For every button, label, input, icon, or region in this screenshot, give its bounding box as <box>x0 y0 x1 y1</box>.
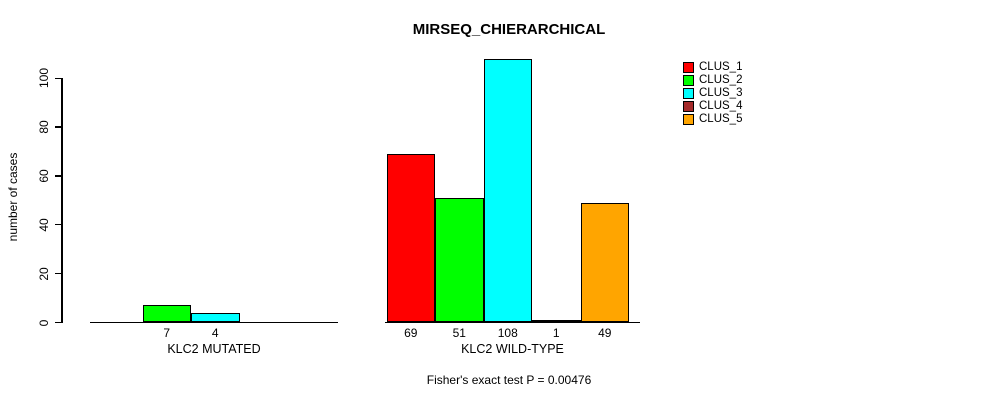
y-tick-label: 20 <box>37 266 51 281</box>
legend-item: CLUS_4 <box>683 100 743 112</box>
y-axis-label: number of cases <box>6 152 20 242</box>
bar-CLUS_3 <box>483 58 532 323</box>
group-baseline <box>90 322 338 324</box>
y-tick-label: 0 <box>37 319 51 326</box>
bar-value-label: 1 <box>552 326 560 340</box>
legend: CLUS_1 CLUS_2 CLUS_3 CLUS_4 CLUS_5 <box>683 61 743 127</box>
legend-label: CLUS_4 <box>699 100 743 112</box>
bar-CLUS_2 <box>435 197 484 323</box>
bar-CLUS_2 <box>142 305 191 323</box>
bar-value-label: 4 <box>211 326 219 340</box>
y-tick <box>55 273 62 275</box>
legend-item: CLUS_1 <box>683 61 743 73</box>
legend-swatch <box>683 114 694 125</box>
y-tick <box>55 77 62 79</box>
bar-value-label: 49 <box>598 326 612 340</box>
y-tick-label: 100 <box>37 68 51 89</box>
y-tick-label: 40 <box>37 218 51 232</box>
legend-swatch <box>683 62 694 73</box>
bar-CLUS_5 <box>580 202 629 323</box>
y-tick <box>55 321 62 324</box>
legend-swatch <box>683 75 694 86</box>
y-axis-line <box>61 78 63 323</box>
legend-label: CLUS_3 <box>699 87 743 99</box>
bar-CLUS_4 <box>532 320 581 323</box>
y-tick <box>55 175 62 177</box>
chart-title: MIRSEQ_CHIERARCHICAL <box>412 21 606 38</box>
legend-label: CLUS_1 <box>699 61 743 73</box>
bar-value-label: 69 <box>404 326 418 340</box>
legend-swatch <box>683 88 694 99</box>
legend-item: CLUS_2 <box>683 74 743 86</box>
y-tick <box>55 224 62 226</box>
bar-value-label: 7 <box>163 326 171 340</box>
group-baseline <box>385 322 640 324</box>
y-tick-label: 60 <box>37 169 51 183</box>
group-label: KLC2 MUTATED <box>167 342 261 356</box>
y-tick-label: 80 <box>37 120 51 134</box>
bar-CLUS_1 <box>386 153 435 323</box>
bar-value-label: 51 <box>452 326 466 340</box>
y-tick <box>55 126 62 128</box>
legend-swatch <box>683 101 694 112</box>
bar-value-label: 108 <box>497 326 518 340</box>
legend-item: CLUS_3 <box>683 87 743 99</box>
bar-CLUS_3 <box>191 312 240 323</box>
legend-item: CLUS_5 <box>683 113 743 125</box>
group-label: KLC2 WILD-TYPE <box>461 342 564 356</box>
legend-label: CLUS_2 <box>699 74 743 86</box>
fisher-test-annotation: Fisher's exact test P = 0.00476 <box>426 373 592 387</box>
legend-label: CLUS_5 <box>699 113 743 125</box>
